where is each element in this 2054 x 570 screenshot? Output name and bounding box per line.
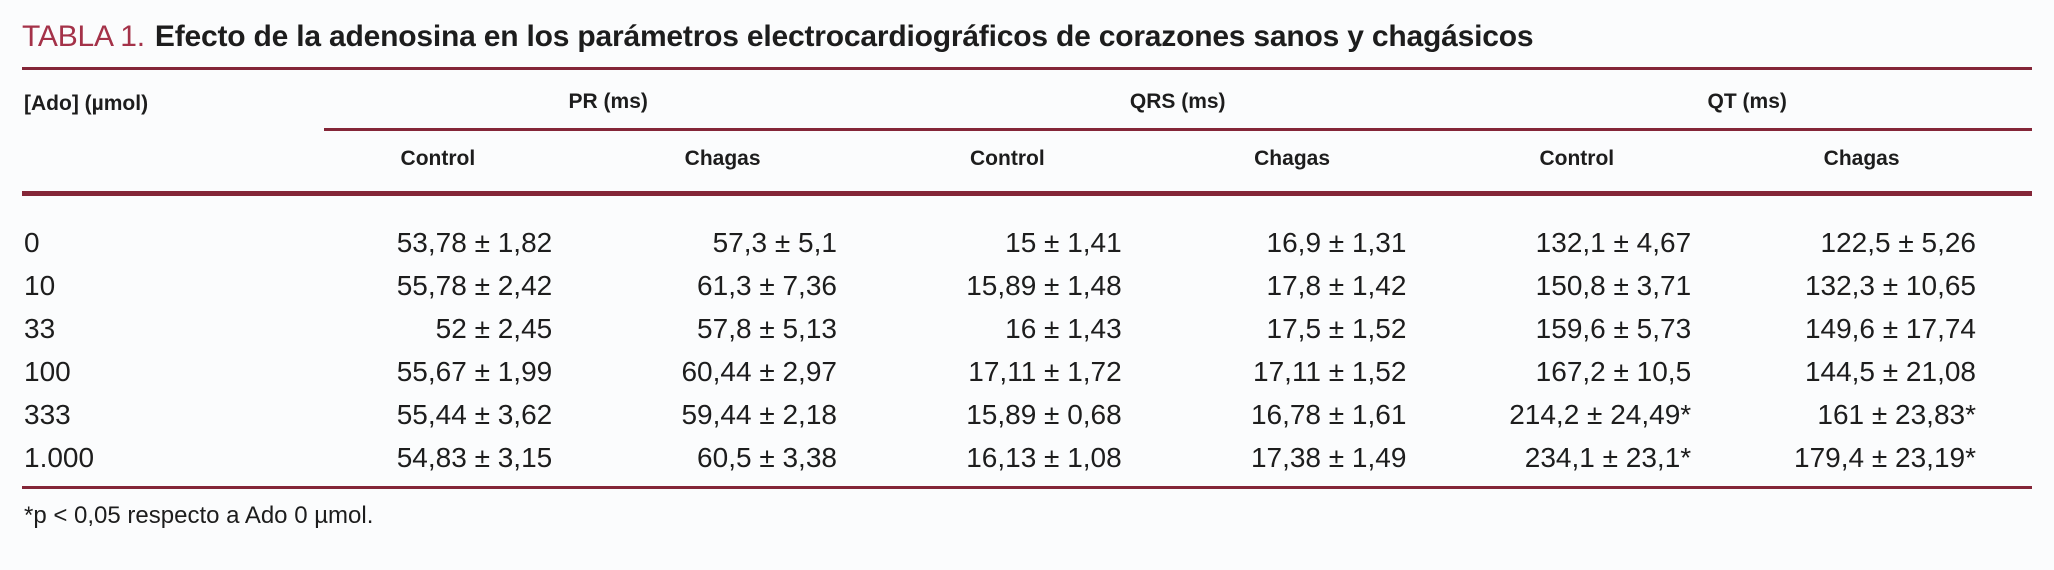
- cell-pr-chagas: 60,5 ± 3,38: [608, 436, 893, 489]
- cell-qrs-chagas: 17,5 ± 1,52: [1266, 313, 1407, 344]
- group-header-row: [Ado] (µmol) PR (ms) QRS (ms) QT (ms): [22, 70, 2032, 196]
- subheader-pr-chagas: Chagas: [608, 129, 893, 196]
- ado-value: 100: [24, 356, 71, 387]
- cell-qrs-chagas: 16,78 ± 1,61: [1250, 399, 1407, 430]
- cell-pr-control: 55,67 ± 1,99: [396, 356, 553, 387]
- table-row: 100 55,67 ± 1,99 60,44 ± 2,97 17,11 ± 1,…: [22, 350, 2032, 393]
- table-footnote: *p < 0,05 respecto a Ado 0 µmol.: [24, 502, 374, 529]
- cell-pr-control: 55,78 ± 2,42: [396, 270, 553, 301]
- table-title: TABLA 1. Efecto de la adenosina en los pa…: [22, 12, 2032, 70]
- cell-qt-chagas: 149,6 ± 17,74: [1804, 313, 1976, 344]
- subheader-qt-control: Control: [1462, 129, 1748, 196]
- cell-qrs-control: 17,11 ± 1,72: [968, 356, 1122, 387]
- table-title-text: Efecto de la adenosina en los parámetros…: [154, 20, 1534, 53]
- cell-pr-chagas: 59,44 ± 2,18: [681, 399, 837, 430]
- cell-pr-chagas: 57,8 ± 5,13: [697, 313, 837, 344]
- group-header-qt: QT (ms): [1462, 70, 2032, 131]
- table-row: 10 55,78 ± 2,42 61,3 ± 7,36 15,89 ± 1,48…: [22, 264, 2032, 307]
- ado-value: 333: [24, 399, 71, 430]
- cell-qrs-chagas: 17,8 ± 1,42: [1266, 270, 1407, 301]
- ado-value: 33: [24, 313, 56, 344]
- cell-qrs-control: 16,13 ± 1,08: [892, 436, 1178, 489]
- cell-pr-chagas: 61,3 ± 7,36: [697, 270, 837, 301]
- table-row: 1.000 54,83 ± 3,15 60,5 ± 3,38 16,13 ± 1…: [22, 436, 2032, 489]
- subheader-qt-chagas: Chagas: [1747, 129, 2032, 196]
- cell-qt-chagas: 144,5 ± 21,08: [1804, 356, 1976, 387]
- subheader-qrs-chagas: Chagas: [1177, 129, 1463, 196]
- ado-value: 0: [24, 227, 40, 258]
- cell-qt-control: 159,6 ± 5,73: [1535, 313, 1692, 344]
- cell-qt-chagas: 122,5 ± 5,26: [1820, 227, 1977, 258]
- cell-qrs-chagas: 16,9 ± 1,31: [1266, 227, 1407, 258]
- subheader-pr-control: Control: [323, 129, 609, 196]
- ado-value: 10: [24, 270, 56, 301]
- cell-pr-chagas: 60,44 ± 2,97: [681, 356, 837, 387]
- cell-qrs-control: 16 ± 1,43: [1005, 313, 1122, 344]
- cell-qt-control: 167,2 ± 10,5: [1535, 356, 1692, 387]
- cell-qt-control: 214,2 ± 24,49*: [1509, 399, 1692, 430]
- table-figure: TABLA 1. Efecto de la adenosina en los pa…: [22, 12, 2032, 529]
- table-row: 333 55,44 ± 3,62 59,44 ± 2,18 15,89 ± 0,…: [22, 393, 2032, 436]
- table-row: 0 53,78 ± 1,82 57,3 ± 5,1 15 ± 1,41 16,9…: [22, 194, 2032, 265]
- cell-qrs-control: 15 ± 1,41: [1005, 227, 1122, 258]
- cell-qt-control: 150,8 ± 3,71: [1535, 270, 1692, 301]
- ado-value: 1.000: [22, 436, 324, 489]
- cell-qt-chagas: 132,3 ± 10,65: [1804, 270, 1976, 301]
- cell-pr-control: 55,44 ± 3,62: [396, 399, 553, 430]
- subheader-qrs-control: Control: [892, 129, 1178, 196]
- cell-pr-control: 52 ± 2,45: [435, 313, 553, 344]
- cell-qrs-chagas: 17,38 ± 1,49: [1177, 436, 1463, 489]
- cell-qt-control: 132,1 ± 4,67: [1535, 227, 1692, 258]
- table-row: 33 52 ± 2,45 57,8 ± 5,13 16 ± 1,43 17,5 …: [22, 307, 2032, 350]
- cell-qrs-control: 15,89 ± 1,48: [966, 270, 1122, 301]
- cell-pr-control: 54,83 ± 3,15: [323, 436, 609, 489]
- cell-qt-chagas: 179,4 ± 23,19*: [1747, 436, 2032, 489]
- cell-qt-control: 234,1 ± 23,1*: [1462, 436, 1748, 489]
- column-header-ado: [Ado] (µmol): [22, 70, 324, 196]
- cell-qt-chagas: 161 ± 23,83*: [1817, 399, 1976, 430]
- cell-pr-chagas: 57,3 ± 5,1: [712, 227, 837, 258]
- table-number-label: TABLA 1.: [22, 20, 145, 53]
- data-table: [Ado] (µmol) PR (ms) QRS (ms) QT (ms) Co…: [22, 70, 2032, 489]
- subheader-row: Control Chagas Control Chagas Control Ch…: [22, 129, 2032, 196]
- cell-pr-control: 53,78 ± 1,82: [396, 227, 553, 258]
- cell-qrs-control: 15,89 ± 0,68: [966, 399, 1122, 430]
- cell-qrs-chagas: 17,11 ± 1,52: [1253, 356, 1407, 387]
- group-header-pr: PR (ms): [323, 70, 893, 131]
- group-header-qrs: QRS (ms): [892, 70, 1463, 131]
